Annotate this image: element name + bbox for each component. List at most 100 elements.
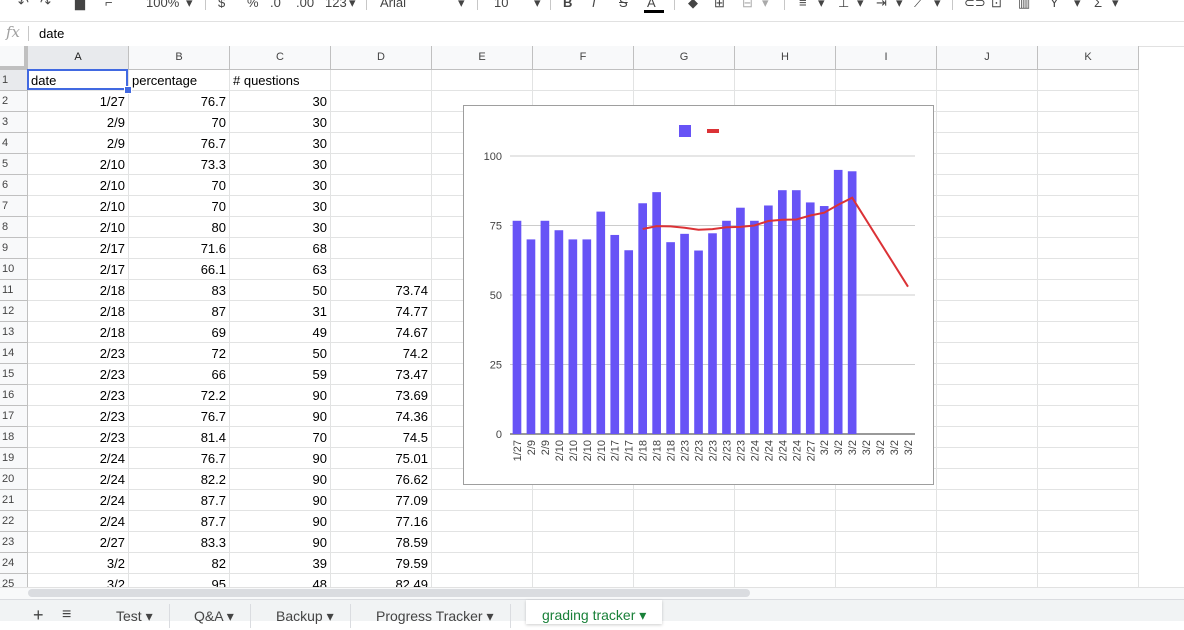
cell[interactable] [937, 196, 1038, 217]
row-header[interactable]: 16 [0, 385, 28, 406]
column-header[interactable]: I [836, 46, 937, 70]
cell[interactable] [836, 511, 937, 532]
cell[interactable] [331, 196, 432, 217]
cell[interactable] [533, 574, 634, 588]
cell[interactable] [937, 448, 1038, 469]
fill-handle[interactable] [124, 86, 132, 94]
row-header[interactable]: 8 [0, 217, 28, 238]
cell[interactable] [331, 259, 432, 280]
cell[interactable]: 90 [230, 490, 331, 511]
cell[interactable] [735, 553, 836, 574]
percent-button[interactable]: % [247, 0, 259, 10]
chevron-down-icon[interactable]: ▾ [818, 0, 825, 10]
cell[interactable] [836, 70, 937, 91]
cell[interactable] [533, 511, 634, 532]
text-rotation-icon[interactable]: ⟋ [914, 0, 924, 10]
cell[interactable] [1038, 364, 1139, 385]
italic-button[interactable]: I [592, 0, 596, 10]
text-wrap-icon[interactable]: ⇥ [876, 0, 887, 10]
cell[interactable] [937, 70, 1038, 91]
cell[interactable]: 48 [230, 574, 331, 588]
row-header[interactable]: 1 [0, 70, 28, 91]
cell[interactable]: 73.3 [129, 154, 230, 175]
cell[interactable]: 3/2 [28, 574, 129, 588]
cell[interactable] [937, 280, 1038, 301]
cell[interactable] [1038, 91, 1139, 112]
cell[interactable] [1038, 322, 1139, 343]
tab-qa[interactable]: Q&A ▾ [178, 604, 251, 628]
cell[interactable] [1038, 406, 1139, 427]
cell[interactable] [836, 532, 937, 553]
filter-icon[interactable]: Y [1050, 0, 1059, 10]
column-header[interactable]: D [331, 46, 432, 70]
formula-input[interactable]: date [39, 26, 65, 41]
functions-button[interactable]: Σ [1094, 0, 1103, 10]
cell[interactable] [634, 490, 735, 511]
chevron-down-icon[interactable]: ▾ [762, 0, 769, 10]
cell[interactable] [937, 385, 1038, 406]
row-header[interactable]: 3 [0, 112, 28, 133]
column-header[interactable]: C [230, 46, 331, 70]
undo-icon[interactable]: ↶ [18, 0, 29, 10]
currency-button[interactable]: $ [218, 0, 226, 10]
cell[interactable] [634, 70, 735, 91]
chevron-down-icon[interactable]: ▾ [349, 0, 356, 10]
cell[interactable] [937, 406, 1038, 427]
cell[interactable]: 82.2 [129, 469, 230, 490]
cell[interactable] [937, 175, 1038, 196]
cell[interactable]: 87.7 [129, 511, 230, 532]
cell[interactable]: # questions [230, 70, 331, 91]
cell[interactable]: 30 [230, 133, 331, 154]
cell[interactable]: 2/24 [28, 511, 129, 532]
cell[interactable]: 2/10 [28, 154, 129, 175]
cell[interactable] [937, 301, 1038, 322]
cell[interactable]: 76.62 [331, 469, 432, 490]
cell[interactable]: 77.16 [331, 511, 432, 532]
insert-link-icon[interactable]: ⊂⊃ [964, 0, 986, 10]
chevron-down-icon[interactable]: ▾ [857, 0, 864, 10]
cell[interactable]: 30 [230, 91, 331, 112]
cell[interactable] [735, 532, 836, 553]
cell[interactable] [1038, 343, 1139, 364]
row-header[interactable]: 18 [0, 427, 28, 448]
row-header[interactable]: 24 [0, 553, 28, 574]
chevron-down-icon[interactable]: ▾ [639, 607, 647, 623]
cell[interactable] [735, 490, 836, 511]
print-icon[interactable]: ▆ [75, 0, 85, 10]
cell[interactable] [836, 469, 937, 490]
cell[interactable] [533, 490, 634, 511]
cell[interactable]: 75.01 [331, 448, 432, 469]
cell[interactable]: 72 [129, 343, 230, 364]
font-select[interactable]: Arial [380, 0, 407, 10]
cell[interactable]: 70 [129, 112, 230, 133]
cell[interactable] [432, 532, 533, 553]
chevron-down-icon[interactable]: ▾ [534, 0, 541, 10]
cell[interactable]: 66 [129, 364, 230, 385]
cell[interactable] [432, 511, 533, 532]
cell[interactable] [1038, 301, 1139, 322]
vertical-align-icon[interactable]: ⊥ [838, 0, 850, 10]
cell[interactable]: 59 [230, 364, 331, 385]
cell[interactable]: 74.67 [331, 322, 432, 343]
increase-decimal-button[interactable]: .00 [296, 0, 315, 10]
row-header[interactable]: 17 [0, 406, 28, 427]
cell[interactable]: 1/27 [28, 91, 129, 112]
cell[interactable] [331, 238, 432, 259]
row-header[interactable]: 23 [0, 532, 28, 553]
cell[interactable] [331, 154, 432, 175]
row-header[interactable]: 4 [0, 133, 28, 154]
cell[interactable]: 2/23 [28, 364, 129, 385]
cell[interactable]: 2/17 [28, 238, 129, 259]
cell[interactable]: 79.59 [331, 553, 432, 574]
cell[interactable]: 2/23 [28, 385, 129, 406]
cell[interactable]: 30 [230, 217, 331, 238]
column-header[interactable]: J [937, 46, 1038, 70]
cell[interactable] [937, 343, 1038, 364]
cell[interactable] [937, 553, 1038, 574]
cell[interactable] [432, 70, 533, 91]
cell[interactable]: percentage [129, 70, 230, 91]
cell[interactable]: 2/10 [28, 217, 129, 238]
cell[interactable]: 74.2 [331, 343, 432, 364]
cell[interactable] [432, 574, 533, 588]
cell[interactable]: 71.6 [129, 238, 230, 259]
